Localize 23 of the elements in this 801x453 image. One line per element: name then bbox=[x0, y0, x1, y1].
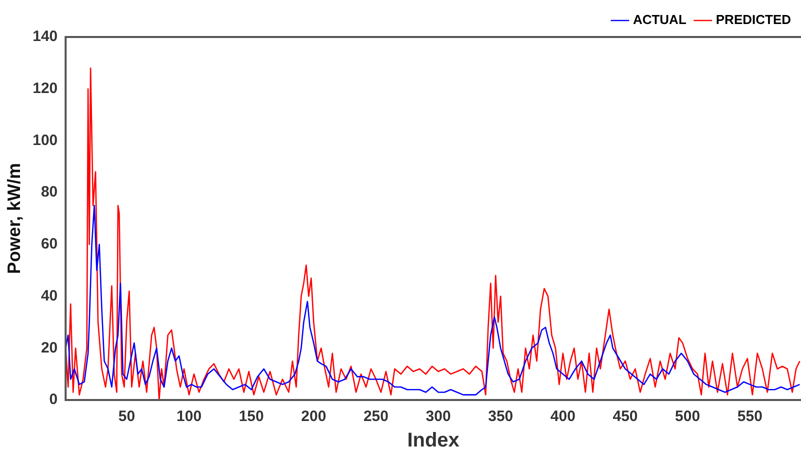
x-tick-label: 500 bbox=[675, 408, 700, 426]
x-tick-label: 300 bbox=[426, 408, 451, 426]
y-tick-label: 60 bbox=[40, 236, 58, 253]
x-tick-label: 200 bbox=[301, 408, 326, 426]
y-tick-label: 0 bbox=[49, 391, 58, 408]
y-tick-label: 120 bbox=[32, 80, 58, 97]
x-tick-label: 350 bbox=[488, 408, 514, 426]
y-tick-label: 40 bbox=[40, 287, 58, 304]
y-tick-label: 140 bbox=[32, 28, 58, 46]
y-tick-label: 20 bbox=[40, 339, 58, 356]
x-tick-label: 400 bbox=[550, 408, 576, 426]
x-tick-label: 50 bbox=[118, 408, 136, 426]
y-tick-label: 80 bbox=[40, 184, 58, 201]
x-tick-label: 450 bbox=[612, 408, 638, 426]
x-tick-label: 550 bbox=[737, 408, 762, 426]
x-tick-label: 100 bbox=[176, 408, 202, 426]
y-axis-title: Power, kW/m bbox=[4, 162, 24, 274]
x-axis-title: Index bbox=[407, 430, 460, 452]
legend-label: ACTUAL bbox=[632, 12, 686, 28]
y-tick-label: 100 bbox=[32, 132, 58, 149]
x-tick-label: 150 bbox=[238, 408, 264, 426]
legend-label: PREDICTED bbox=[716, 12, 792, 28]
x-tick-label: 250 bbox=[363, 408, 388, 426]
